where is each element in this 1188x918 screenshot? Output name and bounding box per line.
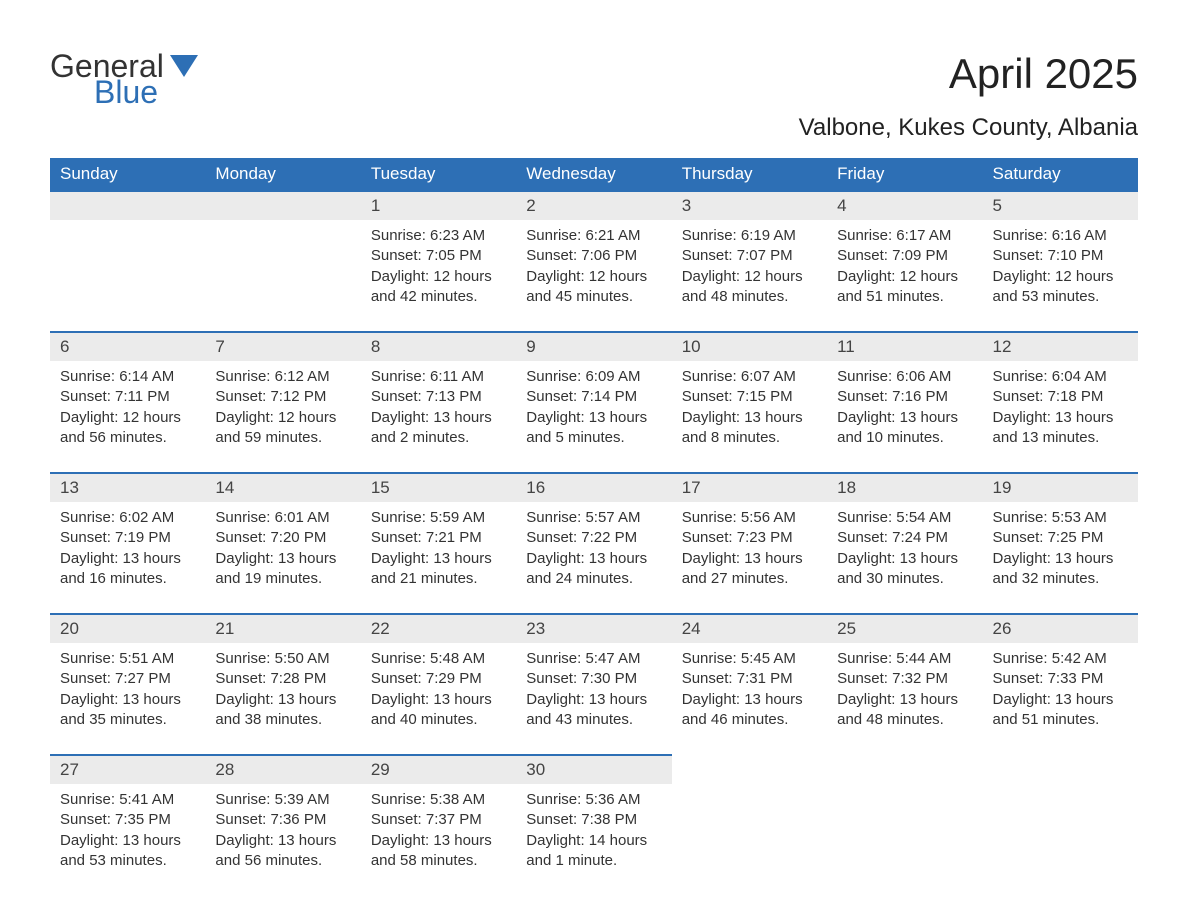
day-cell: Sunrise: 6:17 AMSunset: 7:09 PMDaylight:… bbox=[827, 220, 982, 332]
day-number: 29 bbox=[361, 755, 516, 784]
day-cell: Sunrise: 6:21 AMSunset: 7:06 PMDaylight:… bbox=[516, 220, 671, 332]
day-number: 26 bbox=[983, 614, 1138, 643]
day-number-row: 6789101112 bbox=[50, 332, 1138, 361]
day-content-row: Sunrise: 6:02 AMSunset: 7:19 PMDaylight:… bbox=[50, 502, 1138, 614]
day-number-row: 12345 bbox=[50, 191, 1138, 220]
day-cell: Sunrise: 5:56 AMSunset: 7:23 PMDaylight:… bbox=[672, 502, 827, 614]
day-number: 3 bbox=[672, 191, 827, 220]
day-number-row: 27282930 bbox=[50, 755, 1138, 784]
header: General Blue April 2025 bbox=[50, 50, 1138, 108]
day-content-row: Sunrise: 5:51 AMSunset: 7:27 PMDaylight:… bbox=[50, 643, 1138, 755]
day-cell: Sunrise: 6:16 AMSunset: 7:10 PMDaylight:… bbox=[983, 220, 1138, 332]
day-number: 30 bbox=[516, 755, 671, 784]
day-number: 7 bbox=[205, 332, 360, 361]
day-cell bbox=[672, 784, 827, 895]
day-number: 18 bbox=[827, 473, 982, 502]
day-number bbox=[50, 191, 205, 220]
weekday-header: Sunday bbox=[50, 158, 205, 191]
day-cell: Sunrise: 5:57 AMSunset: 7:22 PMDaylight:… bbox=[516, 502, 671, 614]
day-number-row: 20212223242526 bbox=[50, 614, 1138, 643]
day-cell: Sunrise: 6:19 AMSunset: 7:07 PMDaylight:… bbox=[672, 220, 827, 332]
day-content-row: Sunrise: 5:41 AMSunset: 7:35 PMDaylight:… bbox=[50, 784, 1138, 895]
day-number: 5 bbox=[983, 191, 1138, 220]
page-subtitle: Valbone, Kukes County, Albania bbox=[50, 114, 1138, 142]
day-cell: Sunrise: 5:44 AMSunset: 7:32 PMDaylight:… bbox=[827, 643, 982, 755]
day-number: 16 bbox=[516, 473, 671, 502]
logo-bottom: Blue bbox=[94, 76, 198, 108]
day-number bbox=[672, 755, 827, 784]
day-number: 12 bbox=[983, 332, 1138, 361]
day-cell: Sunrise: 5:53 AMSunset: 7:25 PMDaylight:… bbox=[983, 502, 1138, 614]
day-cell: Sunrise: 6:07 AMSunset: 7:15 PMDaylight:… bbox=[672, 361, 827, 473]
day-cell bbox=[50, 220, 205, 332]
day-cell: Sunrise: 6:11 AMSunset: 7:13 PMDaylight:… bbox=[361, 361, 516, 473]
day-cell bbox=[205, 220, 360, 332]
weekday-header: Wednesday bbox=[516, 158, 671, 191]
day-content-row: Sunrise: 6:14 AMSunset: 7:11 PMDaylight:… bbox=[50, 361, 1138, 473]
day-cell: Sunrise: 5:51 AMSunset: 7:27 PMDaylight:… bbox=[50, 643, 205, 755]
day-cell: Sunrise: 6:09 AMSunset: 7:14 PMDaylight:… bbox=[516, 361, 671, 473]
day-number: 24 bbox=[672, 614, 827, 643]
logo-flag-icon bbox=[170, 55, 198, 77]
day-cell: Sunrise: 5:50 AMSunset: 7:28 PMDaylight:… bbox=[205, 643, 360, 755]
page-title: April 2025 bbox=[949, 50, 1138, 98]
day-content-row: Sunrise: 6:23 AMSunset: 7:05 PMDaylight:… bbox=[50, 220, 1138, 332]
day-cell: Sunrise: 5:47 AMSunset: 7:30 PMDaylight:… bbox=[516, 643, 671, 755]
day-number: 14 bbox=[205, 473, 360, 502]
day-cell: Sunrise: 5:38 AMSunset: 7:37 PMDaylight:… bbox=[361, 784, 516, 895]
day-cell: Sunrise: 6:02 AMSunset: 7:19 PMDaylight:… bbox=[50, 502, 205, 614]
weekday-header: Thursday bbox=[672, 158, 827, 191]
day-cell bbox=[983, 784, 1138, 895]
day-number: 1 bbox=[361, 191, 516, 220]
day-number: 22 bbox=[361, 614, 516, 643]
day-number: 9 bbox=[516, 332, 671, 361]
day-cell: Sunrise: 6:23 AMSunset: 7:05 PMDaylight:… bbox=[361, 220, 516, 332]
day-number: 13 bbox=[50, 473, 205, 502]
day-cell: Sunrise: 5:59 AMSunset: 7:21 PMDaylight:… bbox=[361, 502, 516, 614]
day-number: 8 bbox=[361, 332, 516, 361]
day-number: 19 bbox=[983, 473, 1138, 502]
day-number: 2 bbox=[516, 191, 671, 220]
day-cell: Sunrise: 5:39 AMSunset: 7:36 PMDaylight:… bbox=[205, 784, 360, 895]
weekday-header: Monday bbox=[205, 158, 360, 191]
weekday-header: Friday bbox=[827, 158, 982, 191]
calendar-table: SundayMondayTuesdayWednesdayThursdayFrid… bbox=[50, 158, 1138, 895]
weekday-header-row: SundayMondayTuesdayWednesdayThursdayFrid… bbox=[50, 158, 1138, 191]
day-number: 17 bbox=[672, 473, 827, 502]
day-cell: Sunrise: 6:14 AMSunset: 7:11 PMDaylight:… bbox=[50, 361, 205, 473]
logo: General Blue bbox=[50, 50, 198, 108]
day-number bbox=[983, 755, 1138, 784]
day-number: 15 bbox=[361, 473, 516, 502]
day-cell: Sunrise: 5:45 AMSunset: 7:31 PMDaylight:… bbox=[672, 643, 827, 755]
day-cell: Sunrise: 6:04 AMSunset: 7:18 PMDaylight:… bbox=[983, 361, 1138, 473]
weekday-header: Tuesday bbox=[361, 158, 516, 191]
day-number: 21 bbox=[205, 614, 360, 643]
day-cell: Sunrise: 5:54 AMSunset: 7:24 PMDaylight:… bbox=[827, 502, 982, 614]
day-number: 28 bbox=[205, 755, 360, 784]
day-number: 20 bbox=[50, 614, 205, 643]
day-cell bbox=[827, 784, 982, 895]
day-cell: Sunrise: 5:48 AMSunset: 7:29 PMDaylight:… bbox=[361, 643, 516, 755]
day-cell: Sunrise: 5:36 AMSunset: 7:38 PMDaylight:… bbox=[516, 784, 671, 895]
day-number: 4 bbox=[827, 191, 982, 220]
day-cell: Sunrise: 6:01 AMSunset: 7:20 PMDaylight:… bbox=[205, 502, 360, 614]
day-number bbox=[205, 191, 360, 220]
day-number: 6 bbox=[50, 332, 205, 361]
day-number: 25 bbox=[827, 614, 982, 643]
logo-text: General Blue bbox=[50, 50, 198, 108]
day-number: 10 bbox=[672, 332, 827, 361]
day-cell: Sunrise: 5:41 AMSunset: 7:35 PMDaylight:… bbox=[50, 784, 205, 895]
weekday-header: Saturday bbox=[983, 158, 1138, 191]
day-number: 27 bbox=[50, 755, 205, 784]
day-number: 23 bbox=[516, 614, 671, 643]
day-number: 11 bbox=[827, 332, 982, 361]
day-number bbox=[827, 755, 982, 784]
day-number-row: 13141516171819 bbox=[50, 473, 1138, 502]
day-cell: Sunrise: 6:12 AMSunset: 7:12 PMDaylight:… bbox=[205, 361, 360, 473]
day-cell: Sunrise: 6:06 AMSunset: 7:16 PMDaylight:… bbox=[827, 361, 982, 473]
day-cell: Sunrise: 5:42 AMSunset: 7:33 PMDaylight:… bbox=[983, 643, 1138, 755]
